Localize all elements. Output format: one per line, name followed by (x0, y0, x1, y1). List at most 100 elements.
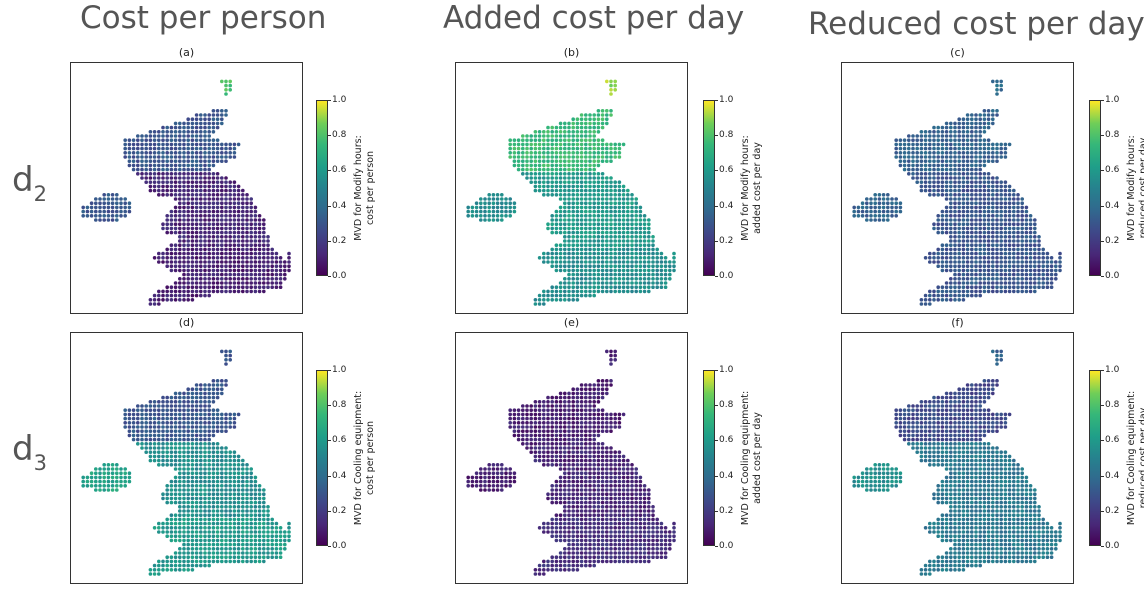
map-point (1007, 289, 1012, 294)
map-point (249, 230, 253, 235)
map-point (600, 442, 605, 446)
map-point (923, 138, 928, 142)
map-point (194, 421, 199, 425)
map-point (173, 391, 178, 396)
map-point (630, 475, 634, 480)
map-point (228, 214, 232, 218)
map-point (491, 479, 496, 484)
map-point (537, 408, 542, 412)
map-point (169, 433, 174, 438)
map-point (659, 256, 664, 260)
map-point (600, 429, 605, 433)
map-point (634, 260, 638, 264)
map-point (253, 551, 258, 555)
map-point (617, 285, 622, 289)
map-point (215, 142, 220, 147)
map-point (211, 256, 216, 260)
map-point (270, 547, 274, 551)
map-point (550, 450, 554, 454)
map-point (542, 450, 546, 454)
map-point (224, 521, 228, 526)
map-point (81, 209, 85, 214)
map-point (558, 138, 563, 142)
map-point (115, 479, 119, 484)
map-point (270, 268, 274, 273)
map-point (605, 188, 609, 193)
map-point (157, 572, 161, 576)
map-point (986, 121, 991, 126)
map-point (274, 538, 279, 543)
map-point (123, 205, 127, 210)
map-point (194, 530, 199, 534)
map-point (123, 471, 127, 475)
map-point (169, 530, 174, 534)
map-point (203, 463, 207, 467)
map-point (115, 484, 119, 488)
map-point (140, 142, 144, 147)
map-point (558, 298, 563, 302)
map-point (157, 155, 161, 159)
map-point (287, 530, 291, 534)
map-point (228, 500, 232, 505)
map-point (600, 205, 605, 210)
map-point (199, 521, 203, 526)
colorbar-label-a: MVD for Modify hours: cost per person (353, 100, 379, 276)
map-point (537, 176, 542, 180)
map-point (869, 214, 873, 218)
map-point (613, 155, 617, 159)
map-point (253, 526, 258, 530)
map-point (228, 555, 232, 559)
map-point (1041, 272, 1045, 277)
map-point (194, 159, 199, 163)
map-point (638, 268, 643, 273)
map-point (638, 222, 643, 226)
map-point (575, 471, 580, 475)
map-point (165, 454, 169, 459)
map-point (207, 433, 211, 438)
map-point (110, 205, 115, 210)
map-point (211, 391, 216, 396)
map-point (236, 239, 241, 243)
map-point (203, 289, 207, 294)
map-point (558, 416, 563, 421)
map-point (106, 205, 111, 210)
map-point (571, 442, 575, 446)
map-point (516, 437, 521, 442)
map-point (144, 151, 148, 155)
map-point (949, 193, 953, 197)
map-point (605, 79, 609, 84)
map-point (546, 176, 550, 180)
map-point (136, 404, 140, 408)
map-point (136, 412, 140, 417)
map-point (220, 349, 224, 354)
map-point (253, 530, 258, 534)
map-point (944, 243, 949, 247)
map-point (504, 467, 508, 471)
map-point (207, 458, 211, 463)
map-point (1054, 272, 1058, 277)
map-point (495, 205, 500, 210)
map-point (1049, 264, 1054, 268)
map-point (965, 226, 970, 231)
map-point (211, 387, 216, 391)
map-point (1007, 218, 1012, 222)
map-point (245, 277, 249, 281)
map-point (203, 281, 207, 285)
map-point (647, 251, 651, 256)
map-point (965, 151, 970, 155)
map-point (199, 442, 203, 446)
map-point (262, 542, 266, 547)
map-point (169, 526, 174, 530)
map-point (529, 159, 533, 163)
map-point (995, 214, 999, 218)
map-point (860, 209, 865, 214)
map-point (949, 218, 953, 222)
map-point (186, 209, 190, 214)
map-point (220, 159, 224, 163)
map-point (228, 475, 232, 480)
map-point (982, 201, 987, 205)
map-point (178, 293, 182, 298)
map-point (253, 281, 258, 285)
map-point (232, 538, 237, 543)
map-point (949, 281, 953, 285)
